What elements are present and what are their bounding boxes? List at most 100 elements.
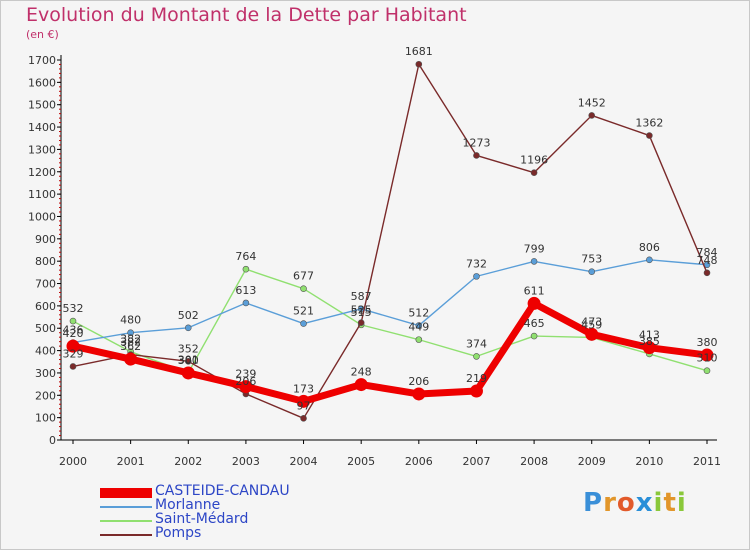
point-morlanne-2001	[127, 329, 134, 337]
data-label-pomps-2004: 97	[297, 399, 311, 412]
point-casteide-candau-2009	[585, 327, 599, 341]
data-label-pomps-2005: 525	[351, 304, 372, 317]
data-label-pomps-2011: 748	[697, 254, 718, 267]
point-casteide-candau-2010	[642, 341, 656, 355]
point-pomps-2011	[703, 269, 711, 277]
data-label-pomps-2003: 206	[235, 375, 256, 388]
data-label-morlanne-2005: 587	[351, 290, 372, 303]
data-label-pomps-2006: 1681	[405, 45, 433, 58]
data-label-morlanne-2008: 799	[524, 242, 545, 255]
x-tick-label-2011: 2011	[693, 455, 721, 468]
data-label-casteide-candau-2009: 473	[581, 315, 602, 328]
y-tick-label-1400: 1400	[28, 121, 56, 134]
legend-swatch-saint-medard	[100, 520, 152, 522]
point-pomps-2006	[415, 60, 423, 68]
data-label-morlanne-2003: 613	[235, 284, 256, 297]
data-label-pomps-2000: 329	[63, 347, 84, 360]
x-tick-label-2000: 2000	[59, 455, 87, 468]
x-tick-label-2001: 2001	[117, 455, 145, 468]
point-saint-medard-2004	[300, 285, 307, 292]
series-line-saint-medard	[72, 268, 708, 374]
legend-label-casteide-candau: CASTEIDE-CANDAU	[155, 483, 290, 499]
point-pomps-2004	[300, 415, 307, 422]
y-tick-label-400: 400	[35, 345, 56, 358]
point-saint-medard-2006	[415, 336, 423, 343]
chart-title: Evolution du Montant de la Dette par Hab…	[26, 4, 467, 26]
data-label-pomps-2010: 1362	[635, 117, 663, 130]
x-tick-label-2007: 2007	[462, 455, 490, 468]
point-saint-medard-2011	[703, 367, 711, 375]
point-morlanne-2003	[242, 299, 250, 307]
data-label-morlanne-2000: 436	[63, 324, 84, 337]
point-saint-medard-2008	[530, 332, 538, 340]
y-tick-label-1000: 1000	[28, 210, 56, 223]
data-label-morlanne-2011: 784	[697, 246, 718, 259]
data-label-saint-medard-2009: 459	[581, 318, 602, 331]
x-tick-label-2008: 2008	[520, 455, 548, 468]
data-label-casteide-candau-2001: 362	[120, 340, 141, 353]
data-label-saint-medard-2003: 764	[235, 250, 256, 263]
data-label-morlanne-2004: 521	[293, 305, 314, 318]
data-label-pomps-2007: 1273	[462, 136, 490, 149]
data-label-casteide-candau-2005: 248	[351, 366, 372, 379]
unit-note: (en €)	[26, 28, 59, 41]
data-label-casteide-candau-2007: 219	[466, 372, 487, 385]
point-morlanne-2009	[588, 268, 596, 275]
y-tick-label-300: 300	[35, 367, 56, 380]
point-pomps-2000	[69, 363, 77, 370]
point-pomps-2010	[646, 132, 653, 139]
point-casteide-candau-2007	[469, 384, 483, 398]
point-morlanne-2007	[473, 273, 480, 280]
point-casteide-candau-2001	[124, 352, 138, 366]
data-label-saint-medard-2011: 310	[697, 352, 718, 365]
y-tick-label-0: 0	[49, 434, 56, 447]
point-casteide-candau-2004	[297, 394, 311, 408]
data-label-morlanne-2010: 806	[639, 241, 660, 254]
data-label-casteide-candau-2008: 611	[524, 284, 545, 297]
x-tick-label-2009: 2009	[578, 455, 606, 468]
y-tick-label-1300: 1300	[28, 143, 56, 156]
series-line-casteide-candau	[69, 299, 711, 405]
data-label-casteide-candau-2010: 413	[639, 329, 660, 342]
data-label-morlanne-2001: 480	[120, 314, 141, 327]
data-label-morlanne-2007: 732	[466, 257, 487, 270]
series-line-pomps	[72, 63, 708, 420]
x-tick-label-2010: 2010	[635, 455, 663, 468]
data-label-casteide-candau-2004: 173	[293, 382, 314, 395]
point-casteide-candau-2011	[700, 348, 714, 362]
point-casteide-candau-2003	[239, 380, 253, 394]
y-tick-label-1100: 1100	[28, 188, 56, 201]
y-tick-label-600: 600	[35, 300, 56, 313]
data-label-casteide-candau-2011: 380	[697, 336, 718, 349]
y-tick-label-1500: 1500	[28, 99, 56, 112]
data-label-morlanne-2002: 502	[178, 309, 199, 322]
point-saint-medard-2007	[473, 353, 480, 360]
point-casteide-candau-2006	[412, 387, 426, 401]
y-tick-label-200: 200	[35, 389, 56, 402]
point-saint-medard-2003	[242, 265, 250, 273]
x-tick-label-2004: 2004	[290, 455, 318, 468]
point-morlanne-2008	[530, 258, 538, 265]
point-pomps-2002	[184, 358, 192, 365]
y-tick-label-100: 100	[35, 412, 56, 425]
point-casteide-candau-2002	[181, 366, 195, 380]
point-casteide-candau-2008	[527, 296, 541, 310]
legend-label-saint-medard: Saint-Médard	[155, 511, 249, 527]
legend-swatch-morlanne	[100, 506, 152, 508]
data-label-saint-medard-2002: 301	[178, 354, 199, 367]
point-pomps-2005	[357, 319, 365, 326]
y-tick-label-900: 900	[35, 233, 56, 246]
data-label-morlanne-2006: 512	[408, 307, 429, 320]
data-label-saint-medard-2006: 449	[408, 321, 429, 334]
legend-swatch-pomps	[100, 534, 152, 536]
data-label-casteide-candau-2006: 206	[408, 375, 429, 388]
point-casteide-candau-2000	[66, 339, 80, 353]
data-label-saint-medard-2004: 677	[293, 270, 314, 283]
y-tick-label-1200: 1200	[28, 166, 56, 179]
y-tick-label-500: 500	[35, 322, 56, 335]
y-tick-label-1600: 1600	[28, 76, 56, 89]
data-label-pomps-2009: 1452	[578, 96, 606, 109]
legend-label-pomps: Pomps	[155, 525, 202, 541]
